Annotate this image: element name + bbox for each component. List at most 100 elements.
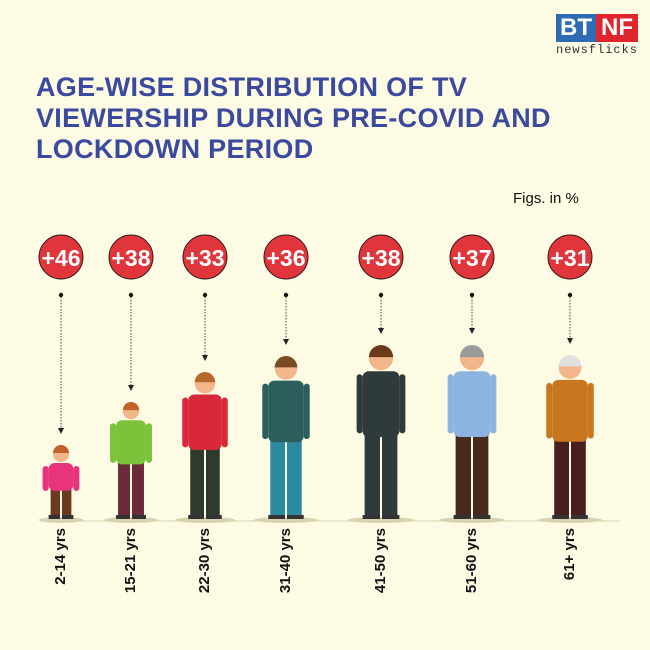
- value-badge: [108, 234, 154, 280]
- arrow-head: [202, 355, 208, 361]
- person-hair: [558, 355, 582, 367]
- value-badge: [449, 234, 495, 280]
- person-hair: [274, 355, 298, 368]
- arrow-head: [567, 338, 573, 344]
- logo-subtitle: newsflicks: [556, 43, 639, 57]
- person-hair: [194, 372, 216, 383]
- value-label: +38: [111, 245, 150, 271]
- person-leg: [382, 432, 398, 516]
- category-label: 31-40 yrs: [277, 528, 294, 594]
- dot-marker: [128, 292, 134, 298]
- person-hair: [122, 402, 140, 411]
- person-shoe: [382, 515, 400, 519]
- person-torso: [188, 394, 222, 450]
- value-label: +33: [185, 245, 224, 271]
- arrow-head: [378, 328, 384, 334]
- category-label: 15-21 yrs: [122, 528, 139, 594]
- arrow-head: [469, 328, 475, 334]
- person-arm: [182, 397, 189, 448]
- person-arm: [42, 466, 49, 491]
- person-leg: [455, 432, 471, 516]
- person-leg: [118, 460, 130, 516]
- category-label: 41-50 yrs: [372, 528, 389, 594]
- arrow-head: [58, 428, 64, 434]
- shadow: [38, 517, 84, 523]
- value-badge: [358, 234, 404, 280]
- value-label: +36: [266, 245, 305, 271]
- value-label: +38: [361, 245, 400, 271]
- person-shoe: [132, 515, 146, 519]
- person-shoe: [473, 515, 491, 519]
- person-shoe: [62, 515, 74, 519]
- shadow: [438, 517, 506, 523]
- arrow-head: [128, 385, 134, 391]
- person-arm: [587, 382, 594, 439]
- person-shoe: [268, 515, 285, 519]
- person-torso: [116, 420, 146, 465]
- shadow: [537, 517, 603, 523]
- dot-marker: [202, 292, 208, 298]
- shadow: [174, 517, 236, 523]
- category-label: 2-14 yrs: [52, 528, 69, 585]
- person-leg: [554, 437, 569, 516]
- unit-note: Figs. in %: [513, 190, 579, 207]
- person-leg: [270, 438, 285, 516]
- person-arm: [447, 374, 454, 434]
- person-leg: [571, 437, 586, 516]
- person-shoe: [48, 515, 60, 519]
- person-arm: [546, 382, 553, 439]
- value-badge: [38, 234, 84, 280]
- category-label: 61+ yrs: [561, 528, 578, 581]
- logo-bt: BT: [556, 14, 596, 42]
- category-label: 51-60 yrs: [463, 528, 480, 594]
- person-arm: [303, 383, 310, 440]
- arrow-head: [283, 339, 289, 345]
- person-shoe: [206, 515, 222, 519]
- person-leg: [50, 486, 60, 516]
- shadow: [347, 517, 415, 523]
- person-arm: [399, 374, 406, 434]
- value-label: +31: [550, 245, 589, 271]
- person-hair: [459, 344, 485, 358]
- person-torso: [268, 380, 304, 443]
- person-leg: [206, 445, 220, 516]
- person-shoe: [116, 515, 130, 519]
- person-shoe: [287, 515, 304, 519]
- value-badge: [263, 234, 309, 280]
- dot-marker: [469, 292, 475, 298]
- person-arm: [356, 374, 363, 434]
- dot-marker: [283, 292, 289, 298]
- person-shoe: [552, 515, 569, 519]
- person-shoe: [571, 515, 588, 519]
- person-torso: [48, 463, 74, 491]
- shadow: [254, 517, 318, 523]
- person-torso: [453, 371, 491, 437]
- person-hair: [368, 345, 394, 358]
- dot-marker: [567, 292, 573, 298]
- value-label: +37: [452, 245, 491, 271]
- person-arm: [221, 397, 228, 448]
- person-leg: [287, 438, 302, 516]
- value-label: +46: [41, 245, 80, 271]
- person-torso: [362, 371, 400, 437]
- person-leg: [190, 445, 204, 516]
- person-shoe: [453, 515, 471, 519]
- category-label: 22-30 yrs: [196, 528, 213, 594]
- person-shoe: [188, 515, 204, 519]
- brand-logo: BT NF newsflicks: [556, 14, 638, 57]
- person-leg: [62, 486, 72, 516]
- dot-marker: [58, 292, 64, 298]
- logo-nf: NF: [596, 14, 638, 42]
- person-leg: [364, 432, 380, 516]
- shadow: [104, 517, 158, 523]
- value-badge: [547, 234, 593, 280]
- value-badge: [182, 234, 228, 280]
- dot-marker: [378, 292, 384, 298]
- person-arm: [110, 423, 117, 463]
- person-torso: [552, 379, 588, 442]
- person-arm: [490, 374, 497, 434]
- person-arm: [73, 466, 80, 491]
- person-leg: [473, 432, 489, 516]
- person-arm: [262, 383, 269, 440]
